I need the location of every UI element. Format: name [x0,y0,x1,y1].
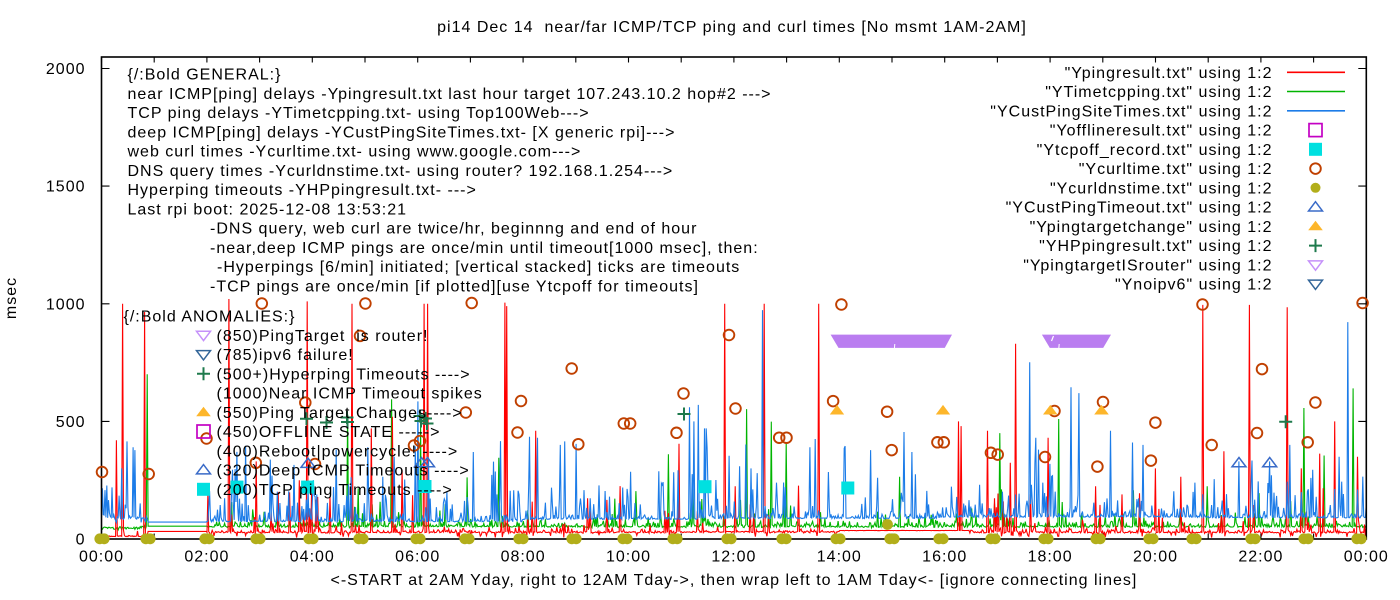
svg-text:web curl times -Ycurltime.txt-: web curl times -Ycurltime.txt- using www… [127,144,582,161]
svg-text:06:00: 06:00 [395,549,440,566]
svg-text:<-START at 2AM Yday, right to: <-START at 2AM Yday, right to 12AM Tday-… [330,572,1137,589]
svg-text:"Ycurldnstime.txt" using 1:2: "Ycurldnstime.txt" using 1:2 [1050,180,1273,197]
svg-text:04:00: 04:00 [290,549,335,566]
svg-text:(500+)Hyperping Timeouts ---->: (500+)Hyperping Timeouts ----> [217,366,471,383]
svg-text:near ICMP[ping] delays -Ypingr: near ICMP[ping] delays -Ypingresult.txt … [128,86,772,103]
svg-text:10:00: 10:00 [606,549,651,566]
svg-text:16:00: 16:00 [922,549,967,566]
svg-text:14:00: 14:00 [817,549,862,566]
svg-text:"YCustPingSiteTimes.txt" using: "YCustPingSiteTimes.txt" using 1:2 [990,103,1272,120]
svg-text:pi14 Dec 14 near/far ICMP/TCP: pi14 Dec 14 near/far ICMP/TCP ping and c… [437,19,1027,36]
svg-text:"Yofflineresult.txt" using 1:2: "Yofflineresult.txt" using 1:2 [1050,123,1273,140]
svg-text:"YTimetcpping.txt" using 1:2: "YTimetcpping.txt" using 1:2 [1045,84,1272,101]
svg-text:"YCustPingTimeout.txt" using 1: "YCustPingTimeout.txt" using 1:2 [1006,200,1273,217]
svg-text:-Hyperpings [6/min] initiated;: -Hyperpings [6/min] initiated; [vertical… [217,259,740,276]
svg-text:(1000)Near ICMP Timeout spikes: (1000)Near ICMP Timeout spikes [217,386,483,403]
svg-text:20:00: 20:00 [1133,549,1178,566]
svg-text:(850)PingTarget is router!: (850)PingTarget is router! [217,328,429,345]
svg-text:"Ynoipv6" using 1:2: "Ynoipv6" using 1:2 [1115,277,1273,294]
svg-text:-TCP pings are once/min [if pl: -TCP pings are once/min [if plotted][use… [210,278,699,295]
svg-text:(200)TCP ping Timeouts ---->: (200)TCP ping Timeouts ----> [217,482,453,499]
svg-text:18:00: 18:00 [1028,549,1073,566]
svg-text:08:00: 08:00 [501,549,546,566]
svg-text:02:00: 02:00 [184,549,229,566]
svg-text:msec: msec [3,277,20,319]
svg-text:22:00: 22:00 [1238,549,1283,566]
svg-text:500: 500 [56,414,86,431]
svg-text:(320)Deep ICMP Timeouts ---->: (320)Deep ICMP Timeouts ----> [217,463,470,480]
svg-text:-near,deep ICMP pings are once: -near,deep ICMP pings are once/min until… [210,240,759,257]
svg-text:deep ICMP[ping] delays -YCustP: deep ICMP[ping] delays -YCustPingSiteTim… [128,124,676,141]
svg-text:"Ypingresult.txt" using 1:2: "Ypingresult.txt" using 1:2 [1065,65,1273,82]
svg-text:"YpingtargetISrouter" using 1:: "YpingtargetISrouter" using 1:2 [1023,257,1272,274]
svg-text:{/:Bold ANOMALIES:}: {/:Bold ANOMALIES:} [124,309,296,326]
svg-text:TCP ping delays -YTimetcpping.: TCP ping delays -YTimetcpping.txt- using… [128,105,590,122]
svg-text:"YHPpingresult.txt" using 1:2: "YHPpingresult.txt" using 1:2 [1039,238,1272,255]
svg-text:{/:Bold GENERAL:}: {/:Bold GENERAL:} [128,67,282,84]
svg-text:2000: 2000 [46,61,86,78]
svg-text:1000: 1000 [46,296,86,313]
svg-text:-DNS query, web curl are twice: -DNS query, web curl are twice/hr, begin… [210,221,697,238]
svg-text:"Ytcpoff_record.txt" using 1:2: "Ytcpoff_record.txt" using 1:2 [1037,142,1273,159]
svg-text:(450)OFFLINE STATE ----->: (450)OFFLINE STATE -----> [217,424,441,441]
svg-text:"Ypingtargetchange" using 1:2: "Ypingtargetchange" using 1:2 [1030,219,1273,236]
svg-text:Last rpi boot: 2025-12-08 13:5: Last rpi boot: 2025-12-08 13:53:21 [128,201,408,218]
svg-text:(550)Ping Target Changes---->: (550)Ping Target Changes----> [217,405,463,422]
svg-text:"Ycurltime.txt" using 1:2: "Ycurltime.txt" using 1:2 [1079,161,1273,178]
svg-text:(785)ipv6 failure!: (785)ipv6 failure! [217,347,354,364]
svg-text:12:00: 12:00 [711,549,756,566]
svg-text:0: 0 [76,532,86,549]
svg-text:DNS query times -Ycurldnstime.: DNS query times -Ycurldnstime.txt- using… [128,163,674,180]
svg-text:1500: 1500 [46,179,86,196]
svg-text:00:00: 00:00 [79,549,124,566]
svg-text:00:00: 00:00 [1344,549,1389,566]
svg-text:Hyperping timeouts -YHPpingres: Hyperping timeouts -YHPpingresult.txt- -… [128,182,477,199]
svg-text:(400)Reboot|powercycle! ---->: (400)Reboot|powercycle! ----> [217,443,459,460]
